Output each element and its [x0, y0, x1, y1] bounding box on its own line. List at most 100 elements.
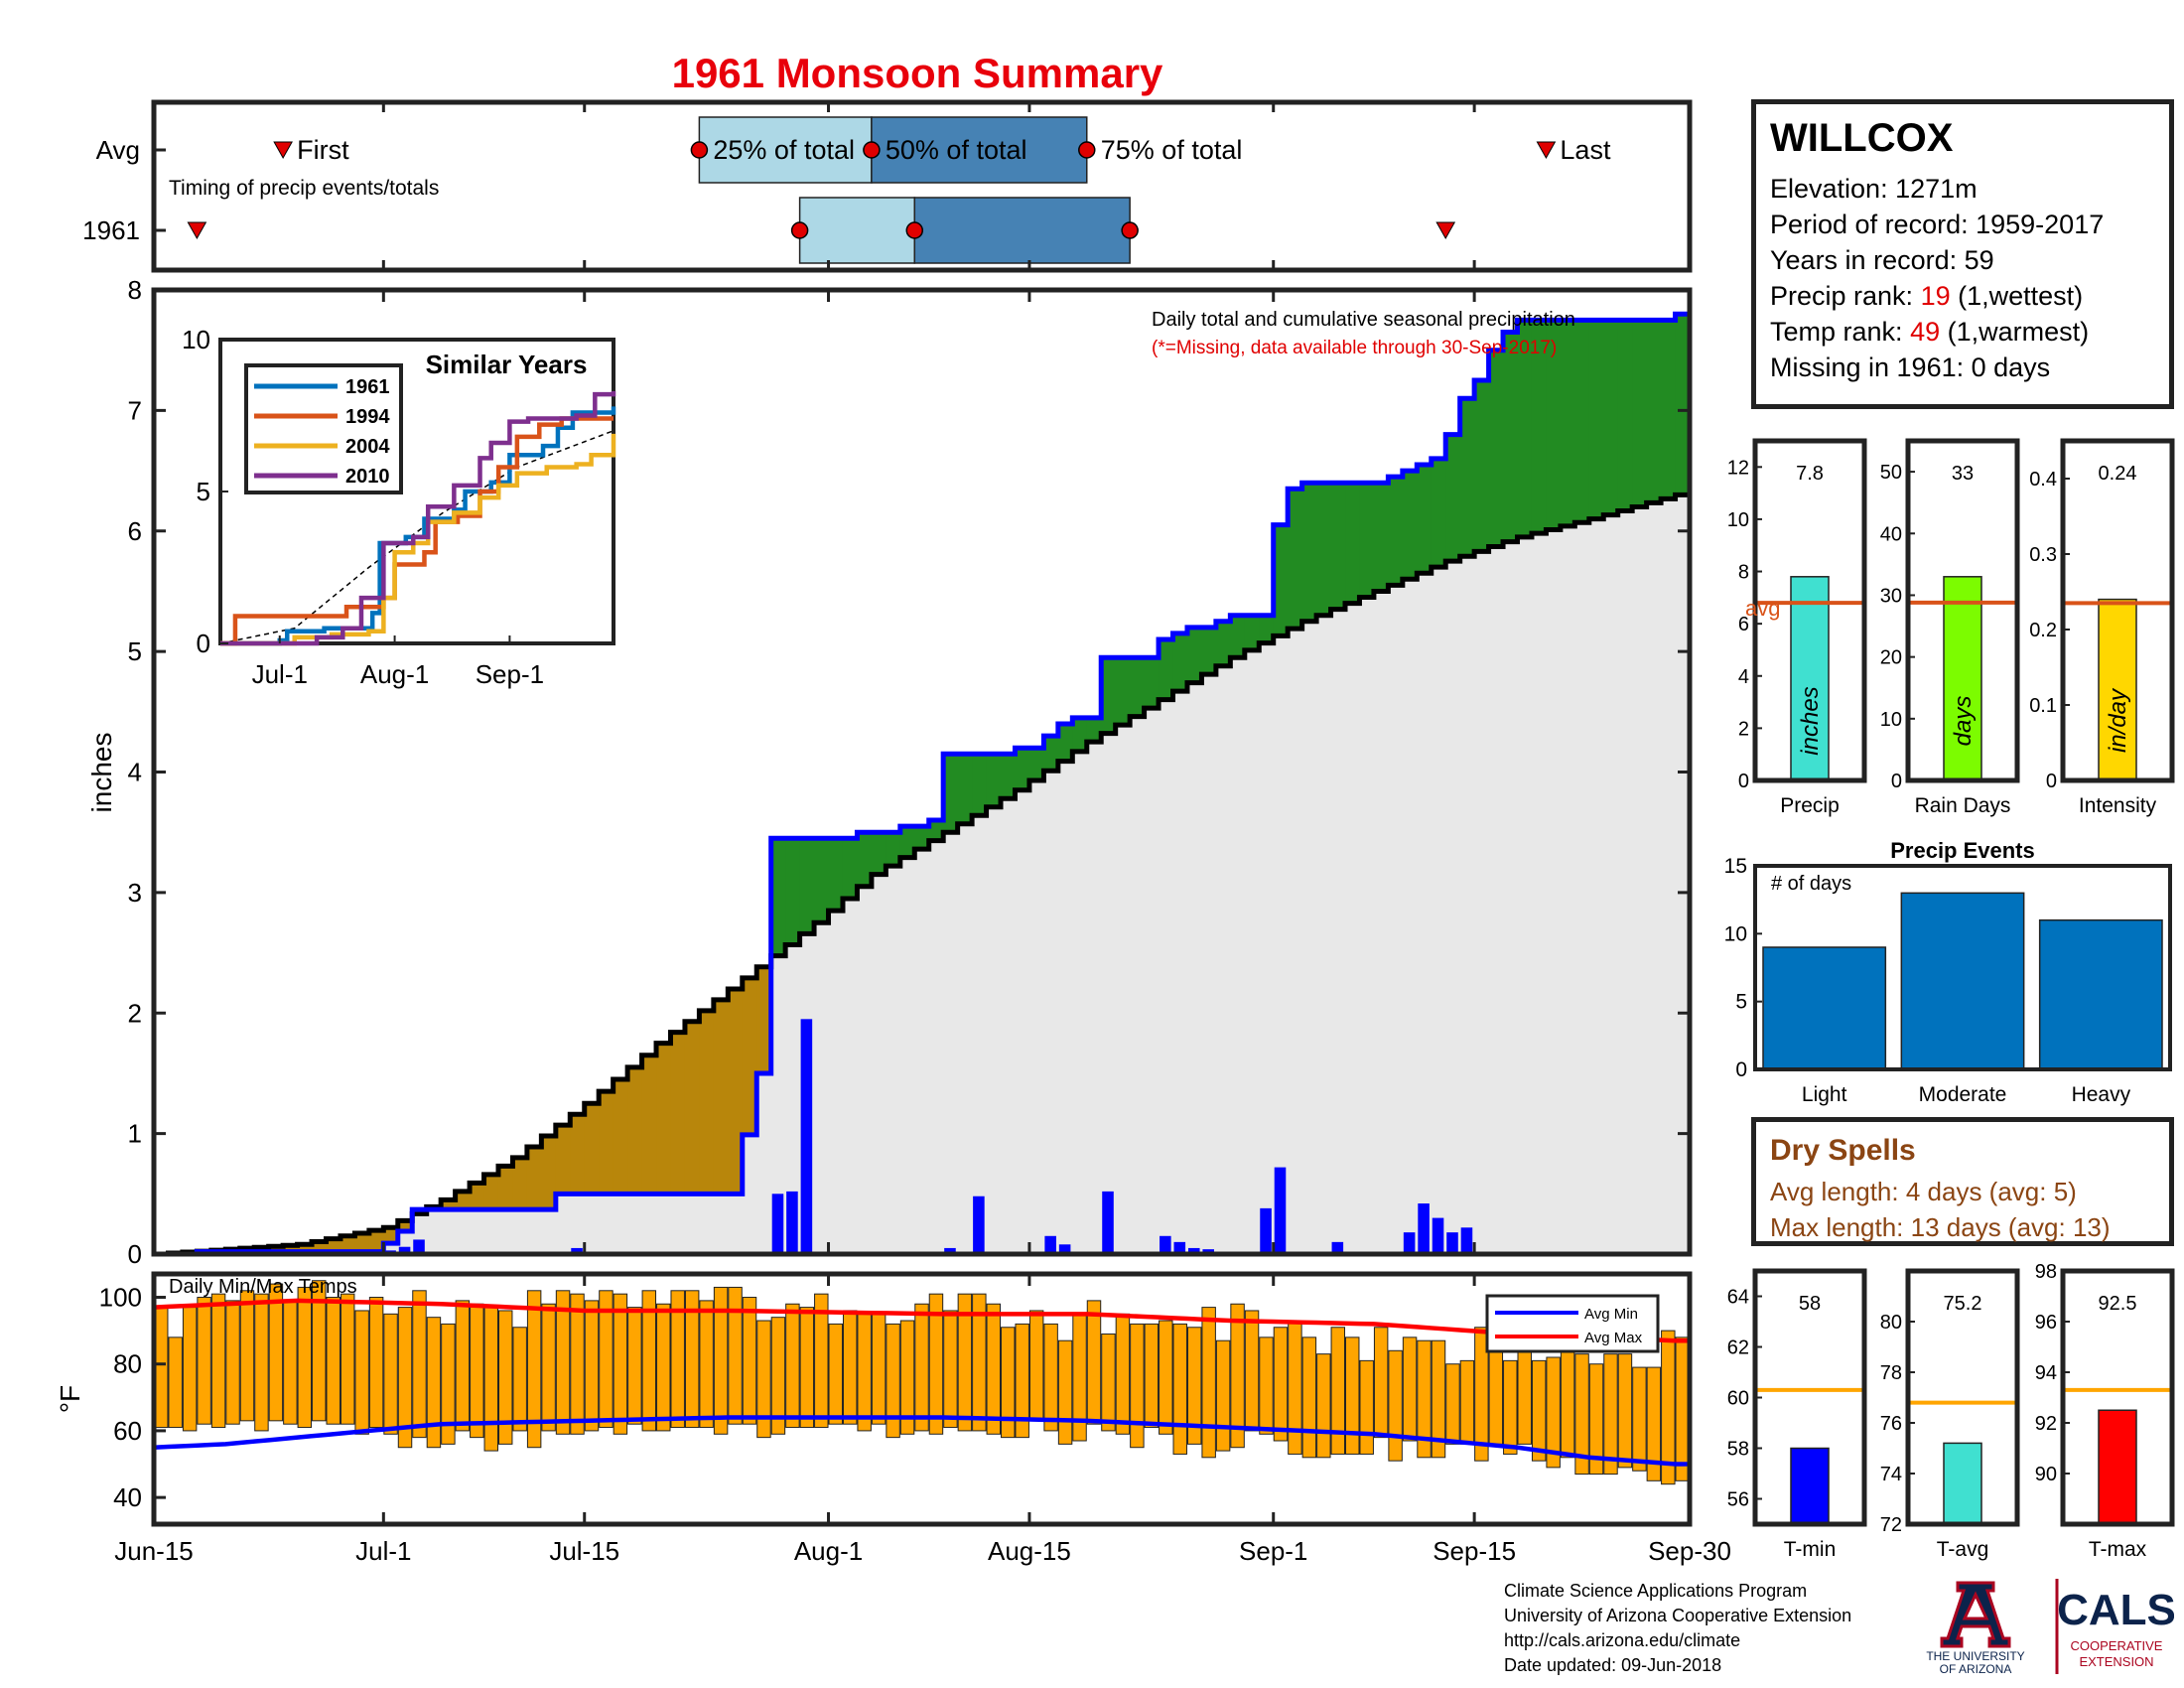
daily-temp-bar: [599, 1290, 614, 1429]
event-bar: [1900, 892, 2025, 1070]
daily-precip-bar: [1446, 1232, 1458, 1254]
cumulative-precip-panel: 0 1 2 3 4 5 6 7 8 inches Daily total and cumulativ…: [86, 275, 1693, 1269]
below-average-fill: [283, 1245, 299, 1252]
above-average-fill: [1115, 657, 1131, 726]
daily-temp-bar: [627, 1307, 642, 1425]
daily-temp-bar: [684, 1290, 700, 1429]
event-bar: [2038, 918, 2163, 1070]
above-average-fill: [1661, 320, 1677, 499]
daily-temp-bar: [1101, 1333, 1116, 1432]
mini-y-tick-label: 8: [1738, 562, 1749, 584]
below-average-fill: [641, 1055, 657, 1195]
below-average-fill: [599, 1091, 614, 1195]
mini-unit-label: days: [1950, 696, 1977, 747]
daily-temp-bar: [1531, 1359, 1547, 1462]
mini-y-tick-label: 20: [1880, 647, 1902, 669]
daily-temp-bar: [1015, 1323, 1029, 1439]
inset-series-2010: [220, 391, 616, 646]
below-average-fill: [656, 1043, 672, 1195]
daily-temp-bar: [1273, 1327, 1289, 1442]
events-y-label: # of days: [1771, 873, 1851, 895]
mini-y-tick-label: 12: [1727, 457, 1749, 479]
daily-temp-bar: [943, 1310, 958, 1429]
mini-panel-frame: [1752, 438, 1867, 783]
mini-y-tick-label: 0: [2046, 771, 2057, 792]
mini-y-tick-label: 60: [1727, 1388, 1749, 1410]
mini-value-label: 92.5: [2099, 1293, 2137, 1315]
daily-temp-bar: [1661, 1330, 1676, 1485]
daily-temp-bar: [239, 1290, 255, 1422]
timing-event-marker: [1536, 141, 1557, 160]
inset-title: Similar Years: [426, 350, 588, 379]
daily-temp-bar: [584, 1300, 600, 1432]
precip-rank-label: Precip rank:: [1770, 281, 1921, 311]
daily-temp-bar: [785, 1303, 800, 1429]
below-average-fill: [670, 1032, 686, 1195]
daily-temp-bar: [197, 1297, 211, 1425]
mini-y-tick-label: 0.1: [2029, 695, 2057, 717]
above-average-fill: [1316, 483, 1332, 616]
above-average-fill: [1230, 615, 1246, 658]
inset-x-tick-label: Aug-1: [360, 659, 429, 689]
page-title: 1961 Monsoon Summary: [672, 50, 1163, 96]
above-average-fill: [1345, 483, 1361, 604]
daily-temp-bar: [1345, 1336, 1360, 1455]
daily-temp-bar: [1330, 1327, 1346, 1455]
above-average-fill: [1574, 320, 1590, 523]
above-average-fill: [1057, 723, 1073, 762]
events-title: Precip Events: [1890, 838, 2035, 863]
below-average-fill: [756, 966, 772, 1073]
below-average-fill: [684, 1021, 701, 1195]
y-tick-label: 7: [128, 395, 142, 425]
timing-quantile-marker: [863, 141, 881, 159]
below-average-fill: [512, 1157, 528, 1210]
mini-panel-label: T-avg: [1937, 1538, 1989, 1561]
x-tick-label: Sep-30: [1648, 1536, 1731, 1566]
below-average-fill: [584, 1103, 600, 1195]
above-average-fill: [1072, 717, 1088, 752]
daily-temp-bar: [1301, 1336, 1317, 1459]
daily-temp-bar: [497, 1310, 513, 1445]
daily-temp-bar: [1459, 1359, 1475, 1445]
mini-value-bar: [2098, 598, 2137, 781]
above-average-fill: [899, 826, 915, 858]
below-average-fill: [455, 1191, 471, 1210]
daily-temp-bar: [1159, 1320, 1173, 1435]
mini-value-label: 58: [1799, 1293, 1821, 1315]
temp-y-axis-label: °F: [55, 1385, 85, 1413]
above-average-fill: [1101, 657, 1117, 734]
timing-annotation: Timing of precip events/totals: [169, 177, 439, 200]
mini-panel-label: T-max: [2089, 1538, 2147, 1561]
avg-max-line: [153, 1298, 1690, 1343]
above-average-fill: [814, 838, 830, 923]
credits-link[interactable]: http://cals.arizona.edu/climate: [1504, 1630, 1741, 1650]
daily-temp-bar: [1503, 1359, 1518, 1455]
above-average-fill: [1215, 621, 1231, 666]
ua-line1: THE UNIVERSITY: [1926, 1649, 2024, 1663]
daily-temp-bar: [1517, 1336, 1532, 1445]
mini-y-tick-label: 90: [2035, 1464, 2057, 1485]
daily-temp-bar: [426, 1317, 442, 1449]
timing-quantile-marker: [790, 221, 809, 239]
mini-value-label: 7.8: [1796, 463, 1824, 485]
temp-legend-label: Avg Min: [1584, 1306, 1638, 1323]
timing-panel: Avg 1961 First 25% of total 50% of total 75% …: [82, 99, 1693, 273]
above-average-fill: [1359, 483, 1375, 598]
daily-temp-bar: [541, 1303, 556, 1432]
below-average-fill: [613, 1079, 628, 1195]
y-tick-label: 1: [128, 1119, 142, 1149]
mini-y-tick-label: 2: [1738, 718, 1749, 740]
mini-unit-label: in/day: [2105, 687, 2131, 753]
daily-temp-bar: [871, 1313, 887, 1425]
daily-precip-bar: [1173, 1241, 1186, 1254]
above-average-fill: [1144, 657, 1160, 709]
above-average-fill: [828, 838, 844, 912]
below-average-fill: [268, 1246, 284, 1252]
daily-temp-bar: [326, 1297, 341, 1425]
mini-y-tick-label: 4: [1738, 666, 1749, 688]
x-tick-label: Aug-15: [988, 1536, 1071, 1566]
credits-line: University of Arizona Cooperative Extens…: [1504, 1606, 1852, 1625]
below-average-fill: [297, 1244, 313, 1252]
daily-temp-bar: [857, 1313, 872, 1432]
below-average-fill: [699, 1010, 715, 1195]
